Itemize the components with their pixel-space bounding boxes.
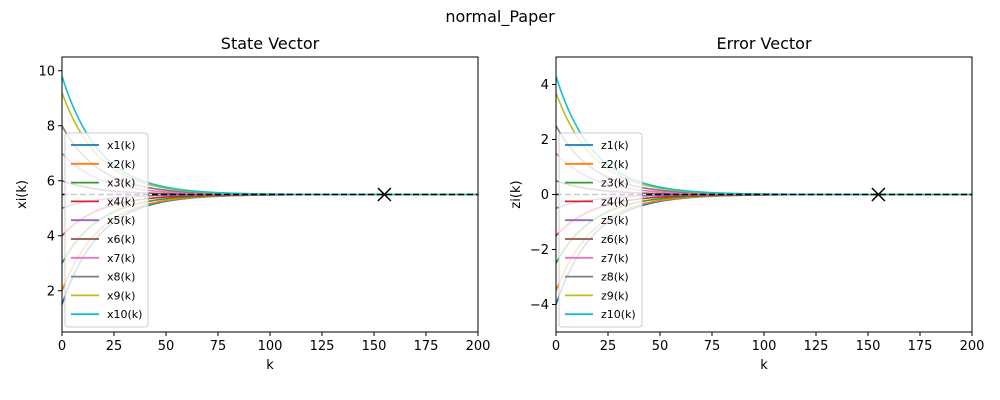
legend-entry: z9(k) [601, 289, 629, 302]
x-tick-label: 100 [752, 339, 777, 354]
x-tick-label: 100 [258, 339, 283, 354]
chart-title: State Vector [221, 34, 320, 53]
x-tick-label: 125 [804, 339, 829, 354]
y-tick-label: −4 [530, 298, 549, 313]
chart-state-vector: State Vector x1(k) x2(k) x3(k) x4(k) x5(k) x6(… [15, 34, 490, 373]
y-axis-label: xi(k) [15, 180, 30, 209]
x-axis-label: k [760, 358, 768, 373]
x-tick-label: 150 [856, 339, 881, 354]
legend-entry: x4(k) [107, 195, 135, 208]
convergence-marker [871, 187, 886, 202]
convergence-marker [377, 187, 392, 202]
y-tick-label: −2 [530, 243, 549, 258]
figure-suptitle: normal_Paper [445, 7, 555, 27]
legend: z1(k) z2(k) z3(k) z4(k) z5(k) z6(k) z7(k) z8(k)… [558, 132, 643, 328]
x-tick-label: 25 [600, 339, 617, 354]
legend-entry: x1(k) [107, 139, 135, 152]
x-axis-label: k [266, 358, 274, 373]
legend: x1(k) x2(k) x3(k) x4(k) x5(k) x6(k) x7(k) x8(k)… [64, 132, 149, 328]
x-tick-label: 125 [310, 339, 335, 354]
legend-entry: z3(k) [601, 177, 629, 190]
legend-entry: z4(k) [601, 195, 629, 208]
x-tick-label: 200 [466, 339, 491, 354]
legend-entry: x5(k) [107, 214, 135, 227]
legend-entry: x2(k) [107, 158, 135, 171]
legend-entry: x6(k) [107, 233, 135, 246]
legend-entry: z7(k) [601, 252, 629, 265]
y-tick-label: 2 [541, 133, 549, 148]
legend-entry: z10(k) [601, 308, 636, 321]
y-axis-label: zi(k) [509, 180, 524, 208]
x-tick-label: 75 [704, 339, 721, 354]
y-tick-label: 10 [38, 64, 55, 79]
legend-entry: x8(k) [107, 271, 135, 284]
legend-entry: x10(k) [107, 308, 142, 321]
chart-error-vector: Error Vector z1(k) z2(k) z3(k) z4(k) z5(k) z6(… [509, 34, 984, 373]
x-tick-label: 175 [414, 339, 439, 354]
legend-entry: x9(k) [107, 289, 135, 302]
legend-entry: x7(k) [107, 252, 135, 265]
legend-entry: x3(k) [107, 177, 135, 190]
x-tick-label: 75 [210, 339, 227, 354]
legend-entry: z1(k) [601, 139, 629, 152]
x-tick-label: 0 [58, 339, 66, 354]
y-tick-label: 0 [541, 188, 549, 203]
x-tick-label: 150 [362, 339, 387, 354]
x-tick-label: 175 [908, 339, 933, 354]
x-tick-label: 0 [552, 339, 560, 354]
y-tick-label: 6 [47, 174, 55, 189]
y-tick-label: 8 [47, 119, 55, 134]
x-tick-label: 50 [652, 339, 669, 354]
legend-entry: z6(k) [601, 233, 629, 246]
x-tick-label: 50 [158, 339, 175, 354]
legend-entry: z5(k) [601, 214, 629, 227]
legend-entry: z8(k) [601, 271, 629, 284]
chart-title: Error Vector [716, 34, 811, 53]
x-tick-label: 25 [106, 339, 123, 354]
y-tick-label: 4 [541, 78, 549, 93]
x-tick-label: 200 [960, 339, 985, 354]
legend-entry: z2(k) [601, 158, 629, 171]
y-tick-label: 2 [47, 284, 55, 299]
y-tick-label: 4 [47, 229, 55, 244]
